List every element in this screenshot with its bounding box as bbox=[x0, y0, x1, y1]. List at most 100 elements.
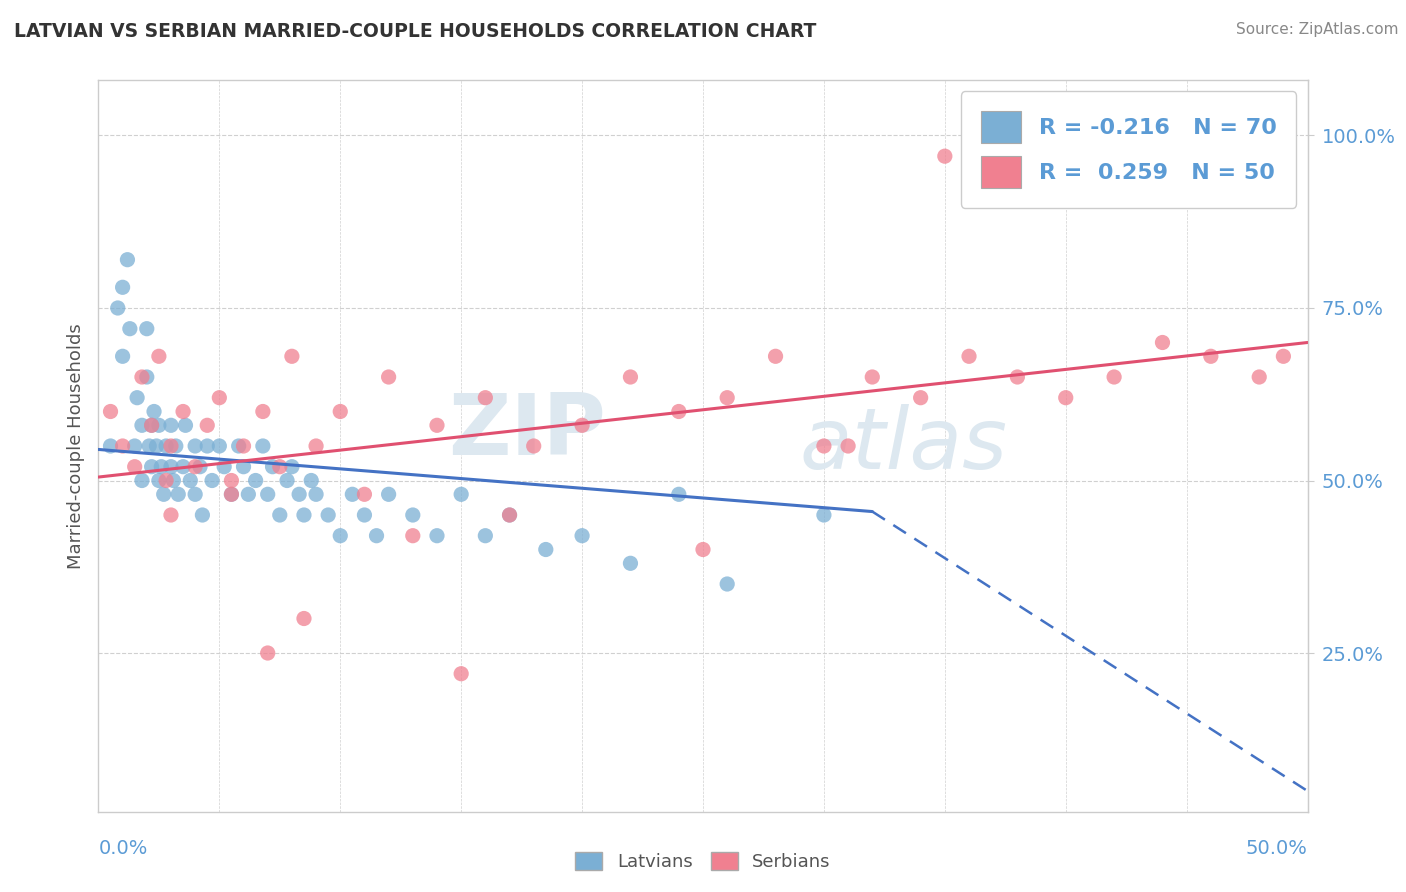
Point bbox=[1199, 349, 1222, 363]
Point bbox=[281, 459, 304, 474]
Point bbox=[167, 487, 190, 501]
Text: 0.0%: 0.0% bbox=[98, 839, 148, 858]
Point bbox=[152, 487, 174, 501]
Point bbox=[174, 418, 197, 433]
Point bbox=[366, 529, 388, 543]
Point bbox=[184, 459, 207, 474]
Point bbox=[668, 404, 690, 418]
Point bbox=[188, 459, 211, 474]
Point bbox=[765, 349, 787, 363]
Point bbox=[141, 459, 163, 474]
Point bbox=[377, 370, 399, 384]
Text: ZIP: ZIP bbox=[449, 390, 606, 473]
Point bbox=[256, 487, 278, 501]
Point bbox=[160, 508, 183, 522]
Point bbox=[172, 459, 194, 474]
Point bbox=[292, 611, 315, 625]
Point bbox=[221, 474, 243, 488]
Point bbox=[148, 418, 170, 433]
Point bbox=[716, 577, 738, 591]
Point bbox=[316, 508, 339, 522]
Point bbox=[208, 391, 231, 405]
Point bbox=[100, 404, 122, 418]
Point bbox=[111, 439, 134, 453]
Point bbox=[179, 474, 201, 488]
Point bbox=[426, 529, 449, 543]
Point bbox=[208, 439, 231, 453]
Point bbox=[162, 474, 184, 488]
Point bbox=[305, 439, 328, 453]
Point bbox=[299, 474, 322, 488]
Point bbox=[450, 487, 472, 501]
Point bbox=[571, 529, 593, 543]
Point bbox=[281, 349, 304, 363]
Y-axis label: Married-couple Households: Married-couple Households bbox=[66, 323, 84, 569]
Point bbox=[262, 459, 284, 474]
Point bbox=[141, 418, 163, 433]
Point bbox=[127, 391, 149, 405]
Point bbox=[141, 418, 163, 433]
Point bbox=[474, 529, 496, 543]
Point bbox=[305, 487, 328, 501]
Point bbox=[1102, 370, 1125, 384]
Text: 50.0%: 50.0% bbox=[1246, 839, 1308, 858]
Point bbox=[221, 487, 243, 501]
Point bbox=[191, 508, 214, 522]
Point bbox=[155, 474, 177, 488]
Point bbox=[276, 474, 298, 488]
Point bbox=[957, 349, 980, 363]
Point bbox=[155, 439, 177, 453]
Point bbox=[353, 487, 375, 501]
Point bbox=[111, 349, 134, 363]
Point bbox=[184, 487, 207, 501]
Point bbox=[1054, 391, 1077, 405]
Point bbox=[232, 459, 254, 474]
Point bbox=[107, 301, 129, 315]
Point bbox=[160, 439, 183, 453]
Text: Source: ZipAtlas.com: Source: ZipAtlas.com bbox=[1236, 22, 1399, 37]
Point bbox=[860, 370, 883, 384]
Point bbox=[329, 404, 352, 418]
Point bbox=[342, 487, 364, 501]
Point bbox=[138, 439, 160, 453]
Point bbox=[292, 508, 315, 522]
Point bbox=[232, 439, 254, 453]
Point bbox=[269, 459, 291, 474]
Point bbox=[256, 646, 278, 660]
Point bbox=[269, 508, 291, 522]
Point bbox=[184, 439, 207, 453]
Text: LATVIAN VS SERBIAN MARRIED-COUPLE HOUSEHOLDS CORRELATION CHART: LATVIAN VS SERBIAN MARRIED-COUPLE HOUSEH… bbox=[14, 22, 817, 41]
Point bbox=[837, 439, 859, 453]
Point bbox=[124, 459, 146, 474]
Point bbox=[135, 370, 157, 384]
Point bbox=[172, 404, 194, 418]
Point bbox=[143, 404, 166, 418]
Point bbox=[148, 349, 170, 363]
Point bbox=[619, 370, 641, 384]
Point bbox=[353, 508, 375, 522]
Text: atlas: atlas bbox=[800, 404, 1008, 488]
Point bbox=[426, 418, 449, 433]
Point bbox=[160, 459, 183, 474]
Point bbox=[1249, 370, 1271, 384]
Point bbox=[100, 439, 122, 453]
Point bbox=[402, 529, 425, 543]
Legend: Latvians, Serbians: Latvians, Serbians bbox=[568, 845, 838, 879]
Point bbox=[329, 529, 352, 543]
Point bbox=[131, 418, 153, 433]
Point bbox=[450, 666, 472, 681]
Point bbox=[150, 459, 173, 474]
Point bbox=[245, 474, 267, 488]
Legend: R = -0.216   N = 70, R =  0.259   N = 50: R = -0.216 N = 70, R = 0.259 N = 50 bbox=[960, 91, 1296, 208]
Point bbox=[716, 391, 738, 405]
Point bbox=[619, 557, 641, 571]
Point bbox=[498, 508, 520, 522]
Point bbox=[474, 391, 496, 405]
Point bbox=[1272, 349, 1295, 363]
Point bbox=[228, 439, 250, 453]
Point bbox=[117, 252, 139, 267]
Point bbox=[252, 439, 274, 453]
Point bbox=[934, 149, 956, 163]
Point bbox=[148, 474, 170, 488]
Point bbox=[131, 370, 153, 384]
